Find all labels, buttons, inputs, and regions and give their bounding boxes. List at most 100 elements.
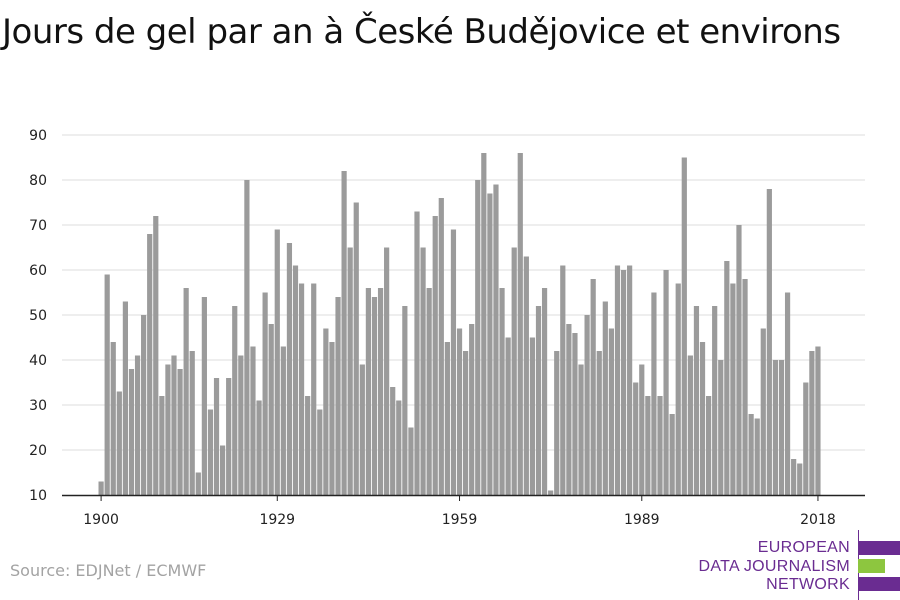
bar — [116, 391, 122, 495]
logo-bar-purple-top — [858, 541, 900, 555]
bar — [450, 229, 457, 495]
bar — [590, 279, 596, 495]
bar — [207, 409, 214, 495]
bar — [365, 288, 371, 495]
bar — [311, 283, 317, 495]
bar — [159, 396, 165, 495]
bar — [165, 364, 171, 495]
bar — [760, 328, 766, 495]
bar — [736, 225, 742, 495]
bar — [584, 315, 590, 495]
logo-line-1: EUROPEAN — [757, 539, 850, 556]
bar — [171, 355, 177, 495]
bar — [791, 459, 797, 495]
bar — [475, 180, 481, 495]
bar — [134, 355, 141, 495]
bar — [687, 355, 693, 495]
bar — [213, 378, 220, 495]
bar — [487, 193, 493, 495]
bar — [803, 382, 809, 495]
bar — [693, 306, 700, 495]
bar — [268, 324, 274, 495]
y-tick-label: 70 — [29, 218, 47, 234]
bar — [645, 396, 651, 495]
bar — [98, 481, 104, 495]
bar — [481, 153, 487, 495]
bar — [195, 472, 201, 495]
bar — [408, 427, 414, 495]
bar — [141, 315, 147, 495]
bar — [675, 283, 681, 495]
bar — [359, 364, 365, 495]
bar — [639, 364, 645, 495]
bar — [566, 324, 572, 495]
bars — [98, 153, 821, 495]
bar — [724, 261, 730, 495]
bar — [292, 265, 299, 495]
bar — [815, 346, 821, 495]
bar — [748, 414, 754, 495]
bar — [122, 301, 128, 495]
bar — [280, 346, 286, 495]
bar — [274, 229, 280, 495]
bar — [232, 306, 238, 495]
bar — [177, 369, 183, 495]
bar — [505, 337, 511, 495]
bar — [511, 247, 517, 495]
bar — [742, 279, 748, 495]
chart-title: Jours de gel par an à České Budějovice e… — [2, 12, 841, 52]
bar — [797, 463, 803, 495]
bar — [772, 360, 779, 495]
bar — [286, 243, 293, 495]
y-tick-label: 80 — [29, 173, 47, 189]
bar — [384, 247, 390, 495]
bar — [329, 342, 335, 495]
x-tick-label: 1929 — [259, 512, 295, 528]
x-tick-label: 2018 — [800, 512, 836, 528]
x-tick-label: 1989 — [624, 512, 660, 528]
x-axis-labels: 1900 1929 1959 1989 2018 — [83, 512, 835, 528]
bar — [335, 297, 341, 495]
bar — [730, 283, 736, 495]
bar — [353, 202, 359, 495]
bar — [438, 198, 444, 495]
y-tick-label: 60 — [29, 263, 47, 279]
bar — [377, 288, 384, 495]
bar — [560, 265, 566, 495]
bar — [548, 490, 554, 495]
bar — [529, 337, 536, 495]
bar — [778, 360, 785, 495]
bar — [305, 396, 311, 495]
bar — [523, 256, 529, 495]
bar — [444, 342, 450, 495]
y-tick-label: 40 — [29, 353, 47, 369]
bar — [402, 306, 408, 495]
bar — [298, 283, 305, 495]
bar — [420, 247, 426, 495]
bar — [238, 355, 244, 495]
bar — [104, 274, 110, 495]
source-note: Source: EDJNet / ECMWF — [10, 561, 207, 580]
bar — [183, 288, 189, 495]
x-tick-label: 1900 — [83, 512, 119, 528]
bar — [596, 351, 602, 495]
bar — [712, 306, 718, 495]
bar — [128, 369, 135, 495]
bar — [226, 378, 232, 495]
bar — [809, 351, 815, 495]
bar — [469, 324, 475, 495]
bar — [147, 234, 153, 495]
bar — [493, 184, 499, 495]
bar — [317, 409, 323, 495]
bar — [499, 288, 505, 495]
bar — [633, 382, 639, 495]
bar — [766, 189, 772, 495]
bar — [153, 216, 159, 495]
bar — [663, 270, 669, 495]
bar — [244, 180, 250, 495]
bar — [396, 400, 402, 495]
bar — [110, 342, 116, 495]
bar — [754, 418, 760, 495]
y-tick-label: 50 — [29, 308, 47, 324]
